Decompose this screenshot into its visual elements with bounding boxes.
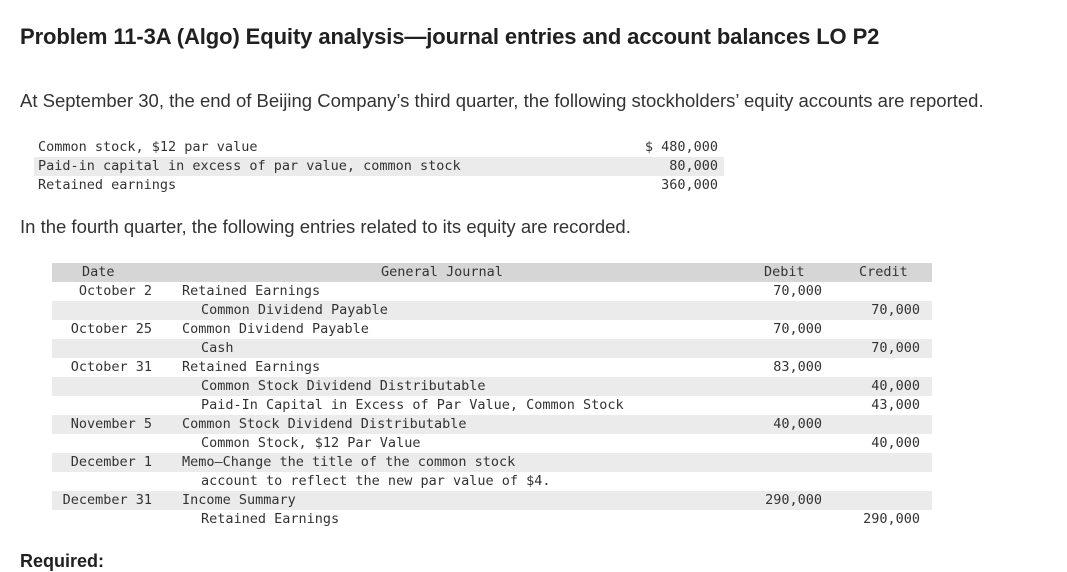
journal-row: Paid-In Capital in Excess of Par Value, … xyxy=(52,396,932,415)
debit-amount: 83,000 xyxy=(773,359,822,375)
general-journal-table: Date General Journal Debit Credit Octobe… xyxy=(52,263,932,529)
balance-label: Retained earnings xyxy=(38,177,177,193)
required-heading: Required: xyxy=(20,551,105,571)
account-title: Common Stock Dividend Distributable xyxy=(182,416,467,432)
account-title: Common Stock, $12 Par Value xyxy=(201,435,421,451)
credit-amount: 290,000 xyxy=(863,511,920,527)
account-title: Retained Earnings xyxy=(182,283,321,299)
account-title: account to reflect the new par value of … xyxy=(201,473,551,489)
journal-row: December 31 Income Summary 290,000 xyxy=(52,491,932,510)
credit-amount: 70,000 xyxy=(871,340,920,356)
balance-amount: 360,000 xyxy=(661,177,718,193)
journal-row: Common Stock Dividend Distributable 40,00… xyxy=(52,377,932,396)
balance-amount: $ 480,000 xyxy=(644,139,718,155)
fourth-quarter-text: In the fourth quarter, the following ent… xyxy=(20,216,631,237)
journal-body: October 2 Retained Earnings 70,000 Common D… xyxy=(52,282,932,529)
account-title: Retained Earnings xyxy=(201,511,340,527)
journal-row: October 2 Retained Earnings 70,000 xyxy=(52,282,932,301)
balance-label: Paid-in capital in excess of par value, … xyxy=(38,158,461,174)
account-title: Common Dividend Payable xyxy=(182,321,369,337)
credit-amount: 70,000 xyxy=(871,302,920,318)
entry-date: October 31 xyxy=(70,359,152,375)
balance-row: Common stock, $12 par value $ 480,000 xyxy=(34,138,724,157)
debit-column-header: Debit xyxy=(764,264,805,280)
account-title: Paid-In Capital in Excess of Par Value, … xyxy=(201,397,624,413)
entry-date: October 2 xyxy=(78,283,152,299)
entry-date: October 25 xyxy=(70,321,152,337)
journal-row: October 25 Common Dividend Payable 70,000 xyxy=(52,320,932,339)
balance-label: Common stock, $12 par value xyxy=(38,139,258,155)
date-column-header: Date xyxy=(82,264,115,280)
credit-amount: 43,000 xyxy=(871,397,920,413)
debit-amount: 70,000 xyxy=(773,283,822,299)
journal-row: November 5 Common Stock Dividend Distribu… xyxy=(52,415,932,434)
debit-amount: 40,000 xyxy=(773,416,822,432)
account-title: Retained Earnings xyxy=(182,359,321,375)
problem-title: Problem 11-3A (Algo) Equity analysis—jou… xyxy=(20,24,880,49)
debit-amount: 290,000 xyxy=(765,492,822,508)
journal-row: Common Dividend Payable 70,000 xyxy=(52,301,932,320)
credit-amount: 40,000 xyxy=(871,435,920,451)
entry-date: December 1 xyxy=(70,454,152,470)
intro-text: At September 30, the end of Beijing Comp… xyxy=(20,90,984,111)
account-title: Common Stock Dividend Distributable xyxy=(201,378,486,394)
journal-row: Common Stock, $12 Par Value 40,000 xyxy=(52,434,932,453)
credit-amount: 40,000 xyxy=(871,378,920,394)
balance-list: Common stock, $12 par value $ 480,000 Pa… xyxy=(34,138,724,195)
account-title: Memo—Change the title of the common stoc… xyxy=(182,454,516,470)
balance-row: Retained earnings 360,000 xyxy=(34,176,724,195)
entry-date: November 5 xyxy=(70,416,152,432)
journal-row: December 1 Memo—Change the title of the c… xyxy=(52,453,932,472)
balance-amount: 80,000 xyxy=(669,158,718,174)
balance-row: Paid-in capital in excess of par value, … xyxy=(34,157,724,176)
debit-amount: 70,000 xyxy=(773,321,822,337)
journal-row: Retained Earnings 290,000 xyxy=(52,510,932,529)
journal-header-row: Date General Journal Debit Credit xyxy=(52,263,932,282)
account-title: Income Summary xyxy=(182,492,296,508)
journal-row: account to reflect the new par value of … xyxy=(52,472,932,491)
account-title: Common Dividend Payable xyxy=(201,302,388,318)
journal-row: Cash 70,000 xyxy=(52,339,932,358)
entry-date: December 31 xyxy=(62,492,152,508)
account-title: Cash xyxy=(201,340,234,356)
journal-row: October 31 Retained Earnings 83,000 xyxy=(52,358,932,377)
general-journal-column-header: General Journal xyxy=(381,264,503,280)
credit-column-header: Credit xyxy=(859,264,908,280)
